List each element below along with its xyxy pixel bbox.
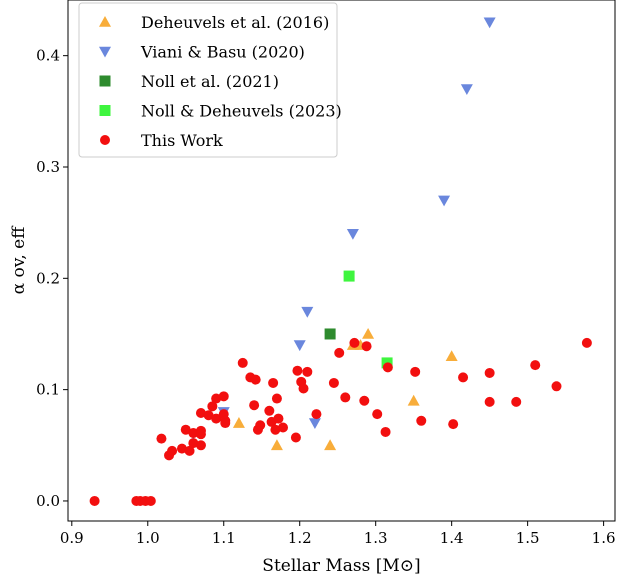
circle-point <box>278 422 289 433</box>
data-marks <box>89 17 592 506</box>
circle-point <box>195 440 206 451</box>
circle-point <box>581 337 592 348</box>
legend-label: Noll & Deheuvels (2023) <box>141 102 342 121</box>
circle-point <box>380 426 391 437</box>
y-tick-label: 0.4 <box>36 47 60 65</box>
circle-point <box>270 424 281 435</box>
circle-point <box>195 408 206 419</box>
circle-point <box>334 347 345 358</box>
circle-point <box>458 372 469 383</box>
triangle-down-point <box>346 228 359 240</box>
circle-point <box>218 391 229 402</box>
plot-frame <box>67 0 616 522</box>
circle-point <box>311 409 322 420</box>
legend-label: Noll et al. (2021) <box>141 72 279 91</box>
legend-marker <box>100 135 110 145</box>
circle-point <box>372 409 383 420</box>
x-tick-label: 1.6 <box>592 529 616 547</box>
legend-marker <box>99 46 111 58</box>
y-tick-label: 0.3 <box>36 158 60 176</box>
circle-point <box>290 432 301 443</box>
circle-point <box>188 428 199 439</box>
triangle-up-point <box>407 394 420 406</box>
circle-point <box>203 410 214 421</box>
circle-point <box>220 418 231 429</box>
triangle-down-point <box>301 306 314 318</box>
circle-point <box>255 420 266 431</box>
y-axis-label: α ov, eff <box>9 225 29 295</box>
circle-point <box>145 495 156 506</box>
legend-label: This Work <box>141 131 223 150</box>
circle-point <box>292 365 303 376</box>
circle-point <box>250 374 261 385</box>
circle-point <box>89 495 100 506</box>
triangle-up-point <box>324 439 337 451</box>
circle-point <box>264 405 275 416</box>
circle-point <box>340 392 351 403</box>
legend-marker <box>99 75 111 87</box>
x-axis-label: Stellar Mass [M⊙] <box>262 556 420 576</box>
circle-point <box>211 393 222 404</box>
legend-label: Deheuvels et al. (2016) <box>141 13 329 32</box>
circle-point <box>484 396 495 407</box>
x-tick-label: 1.2 <box>288 529 312 547</box>
square-point <box>343 270 355 282</box>
triangle-down-point <box>293 340 306 352</box>
circle-point <box>448 419 459 430</box>
circle-point <box>180 424 191 435</box>
triangle-up-point <box>445 350 458 362</box>
circle-point <box>271 393 282 404</box>
circle-point <box>237 357 248 368</box>
legend: Deheuvels et al. (2016) Viani & Basu (202… <box>78 2 342 158</box>
x-tick-label: 0.9 <box>60 529 84 547</box>
triangle-down-point <box>438 195 451 207</box>
circle-point <box>416 415 427 426</box>
circle-point <box>328 377 339 388</box>
circle-point <box>273 413 284 424</box>
circle-point <box>298 383 309 394</box>
circle-point <box>302 366 313 377</box>
triangle-up-point <box>232 417 245 428</box>
y-tick-label: 0.1 <box>36 381 60 399</box>
circle-point <box>511 396 522 407</box>
circle-point <box>349 337 360 348</box>
x-tick-label: 1.5 <box>516 529 540 547</box>
legend-marker <box>99 16 111 27</box>
square-point <box>324 328 336 340</box>
triangle-up-point <box>270 439 283 451</box>
x-axis: 0.9 1.0 1.1 1.2 1.3 1.4 1.5 1.6 <box>60 521 616 547</box>
circle-point <box>188 438 199 449</box>
y-tick-label: 0.0 <box>36 492 60 510</box>
circle-point <box>361 341 372 352</box>
circle-point <box>195 429 206 440</box>
circle-point <box>382 362 393 373</box>
y-tick-label: 0.2 <box>36 269 60 287</box>
circle-point <box>156 433 167 444</box>
triangle-up-point <box>362 327 375 339</box>
circle-point <box>410 366 421 377</box>
x-tick-label: 1.4 <box>440 529 464 547</box>
x-tick-label: 1.3 <box>364 529 388 547</box>
circle-point <box>184 445 195 456</box>
legend-box <box>78 2 338 158</box>
y-axis: 0.0 0.1 0.2 0.3 0.4 <box>36 47 68 510</box>
circle-point <box>167 445 178 456</box>
circle-point <box>551 381 562 392</box>
triangle-down-point <box>483 17 496 29</box>
triangle-down-point <box>460 84 473 96</box>
circle-point <box>211 413 222 424</box>
circle-point <box>484 367 495 378</box>
legend-label: Viani & Basu (2020) <box>140 43 305 62</box>
triangle-down-point <box>308 418 321 430</box>
circle-point <box>530 360 541 371</box>
circle-point <box>268 377 279 388</box>
circle-point <box>249 400 260 411</box>
legend-marker <box>99 105 111 116</box>
circle-point <box>207 401 218 412</box>
circle-point <box>176 443 187 454</box>
x-tick-label: 1.1 <box>212 529 236 547</box>
circle-point <box>359 395 370 406</box>
x-tick-label: 1.0 <box>136 529 160 547</box>
